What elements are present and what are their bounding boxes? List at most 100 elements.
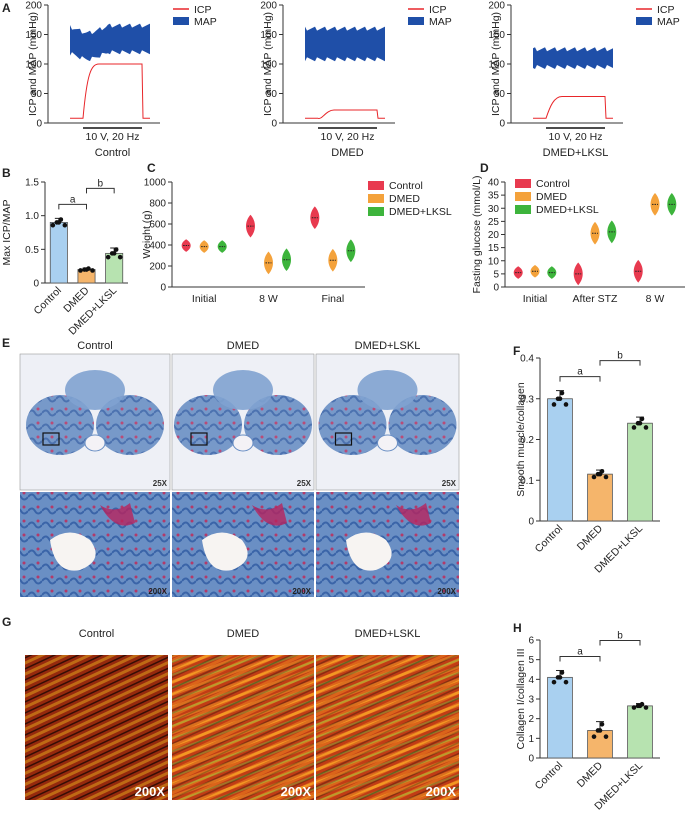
- magnification-label: 200X: [281, 784, 312, 799]
- group-label: DMED+LSKL: [355, 628, 421, 640]
- bar: [49, 221, 68, 284]
- legend-label: DMED+LKSL: [389, 206, 452, 218]
- y-tick-label: 50: [266, 89, 278, 100]
- legend-swatch: [368, 194, 384, 203]
- magnification-label: 200X: [135, 784, 166, 799]
- y-tick-label: 15: [488, 243, 500, 254]
- y-tick-label: 0.4: [520, 354, 534, 365]
- data-point: [639, 416, 645, 422]
- data-point: [111, 251, 117, 256]
- data-point: [603, 474, 609, 480]
- panel-label: H: [513, 621, 522, 635]
- bar: [587, 730, 613, 759]
- legend-map-label: MAP: [194, 16, 217, 28]
- legend-swatch: [515, 179, 531, 188]
- panel-label: E: [2, 336, 10, 350]
- icp-trace: [70, 63, 150, 119]
- legend-icp-label: ICP: [194, 4, 212, 16]
- urethra: [213, 370, 273, 410]
- y-tick-label: 0: [36, 119, 42, 130]
- y-tick-label: 4: [528, 675, 534, 686]
- y-tick-label: 1: [528, 734, 534, 745]
- panel-label: C: [147, 161, 156, 175]
- x-tick-label: DMED: [575, 522, 606, 553]
- data-point: [78, 268, 83, 273]
- data-point: [50, 222, 56, 228]
- y-tick-label: 25: [488, 217, 500, 228]
- axis-line: [282, 5, 395, 124]
- y-tick-label: 150: [25, 30, 42, 41]
- y-tick-label: 0.5: [25, 245, 39, 256]
- data-point: [597, 471, 603, 477]
- y-tick-label: 200: [488, 1, 505, 12]
- collagen-fibers: [172, 655, 314, 800]
- y-tick-label: 2: [528, 714, 534, 725]
- smooth-muscle-region: [252, 503, 287, 526]
- y-tick-label: 0: [271, 119, 277, 130]
- legend-label: DMED: [536, 191, 567, 203]
- legend-swatch: [515, 205, 531, 214]
- y-tick-label: 0: [528, 754, 534, 765]
- bar: [627, 705, 653, 759]
- y-tick-label: 6: [528, 636, 534, 647]
- x-tick-label: Control: [533, 760, 565, 792]
- significance-label: b: [617, 351, 623, 362]
- legend-swatch: [515, 192, 531, 201]
- data-point: [559, 390, 565, 396]
- x-tick-label: Initial: [192, 293, 217, 305]
- lumen: [377, 434, 398, 452]
- y-tick-label: 3: [528, 695, 534, 706]
- bar: [627, 422, 653, 522]
- magnification-label: 25X: [297, 479, 312, 488]
- significance-label: a: [577, 646, 583, 657]
- legend-map-swatch: [636, 17, 652, 25]
- inset-box: [42, 432, 60, 446]
- legend-label: DMED+LKSL: [536, 204, 599, 216]
- legend-map-label: MAP: [429, 16, 452, 28]
- data-point: [557, 396, 563, 402]
- data-point: [56, 220, 62, 225]
- smooth-muscle-region: [100, 503, 135, 526]
- x-tick-label: Final: [321, 293, 344, 305]
- tissue-gap: [346, 532, 392, 571]
- y-axis-label: Max ICP/MAP: [1, 200, 13, 266]
- y-tick-label: 20: [488, 230, 500, 241]
- x-tick-label: Initial: [523, 293, 548, 305]
- y-tick-label: 1000: [144, 178, 167, 189]
- significance-bracket: [599, 360, 641, 366]
- y-tick-label: 800: [149, 199, 166, 210]
- magnification-label: 200X: [426, 784, 457, 799]
- significance-label: a: [577, 367, 583, 378]
- data-point: [90, 268, 95, 273]
- y-tick-label: 200: [25, 1, 42, 12]
- inset-box: [334, 432, 353, 446]
- data-point: [631, 425, 637, 430]
- legend-label: Control: [536, 178, 570, 190]
- corpus-right: [96, 395, 164, 455]
- magnification-label: 200X: [437, 587, 456, 596]
- y-tick-label: 5: [528, 655, 534, 666]
- group-label: DMED+LKSL: [543, 147, 609, 159]
- magnification-label: 25X: [442, 479, 457, 488]
- data-point: [551, 402, 557, 407]
- data-point: [84, 267, 89, 272]
- panel-label: G: [2, 615, 11, 629]
- data-point: [591, 734, 597, 739]
- y-axis-label: ICP and MAP (mmHg): [262, 12, 274, 116]
- x-tick-label: Control: [32, 285, 64, 317]
- data-point: [62, 222, 68, 228]
- magnification-label: 200X: [148, 587, 167, 596]
- y-tick-label: 100: [488, 60, 505, 71]
- panel-label: F: [513, 344, 520, 358]
- significance-label: a: [70, 194, 76, 205]
- stimulation-label: 10 V, 20 Hz: [86, 131, 140, 143]
- collagen-fibers: [316, 655, 459, 800]
- legend-map-swatch: [408, 17, 424, 25]
- bar: [547, 676, 573, 759]
- bar: [587, 473, 613, 522]
- group-label: DMED: [227, 628, 259, 640]
- x-tick-label: 8 W: [259, 293, 278, 305]
